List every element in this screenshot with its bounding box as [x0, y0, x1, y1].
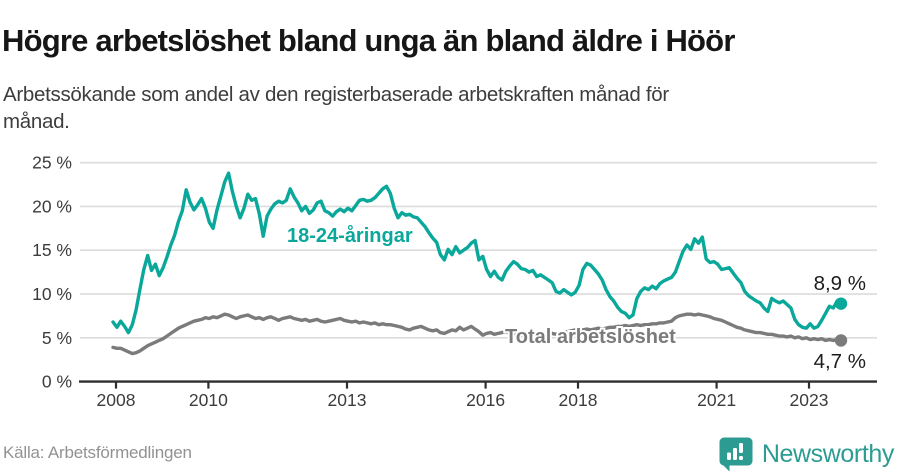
series-end-dot-total	[834, 334, 848, 347]
y-axis-label-5: 5 %	[42, 328, 72, 348]
y-axis-label-15: 15 %	[32, 240, 72, 260]
x-axis-label-2016: 2016	[466, 390, 505, 410]
series-end-dot-youth	[834, 297, 848, 310]
gridlines: 0 % 5 % 10 % 15 % 20 % 25 %	[32, 153, 877, 392]
y-axis-label-25: 25 %	[32, 153, 72, 173]
x-axis-label-2018: 2018	[559, 390, 598, 410]
series-line-youth	[111, 171, 843, 335]
subtitle-line-1: Arbetssökande som andel av den registerb…	[3, 82, 669, 106]
source-note: Källa: Arbetsförmedlingen	[3, 443, 192, 462]
page-title: Högre arbetslöshet bland unga än bland ä…	[2, 22, 735, 58]
y-axis-label-10: 10 %	[32, 284, 72, 304]
newsworthy-wordmark: Newsworthy	[761, 440, 895, 468]
x-axis-label-2010: 2010	[189, 390, 228, 410]
x-axis-label-2023: 2023	[790, 390, 829, 410]
line-chart: 0 %5 %10 %15 %20 %25 % 2008 2010 2013 2016 2…	[32, 153, 877, 410]
series-label-youth: 18-24-åringar	[287, 224, 413, 247]
chart-annotations: 18-24-åringar 8,9 % Total arbetslöshet 4,7 …	[285, 222, 866, 373]
x-axis-label-2008: 2008	[97, 390, 136, 410]
x-axis-label-2013: 2013	[328, 390, 367, 410]
data-series	[111, 171, 848, 356]
subtitle-line-2: månad.	[3, 109, 70, 133]
newsworthy-chart-bubble-icon	[719, 437, 753, 472]
newsworthy-logo: Newsworthy	[719, 437, 894, 472]
series-line-total	[111, 312, 843, 356]
value-label-youth: 8,9 %	[814, 272, 866, 295]
x-axis-label-2021: 2021	[697, 390, 736, 410]
y-axis-label-0: 0 %	[42, 372, 72, 392]
y-axis-label-20: 20 %	[32, 196, 72, 216]
series-label-total: Total arbetslöshet	[505, 326, 676, 348]
chart-subtitle: Arbetssökande som andel av den registerb…	[3, 81, 669, 135]
value-label-total: 4,7 %	[814, 350, 866, 373]
x-axis: 2008 2010 2013 2016 2018 2021 2023	[79, 380, 877, 410]
